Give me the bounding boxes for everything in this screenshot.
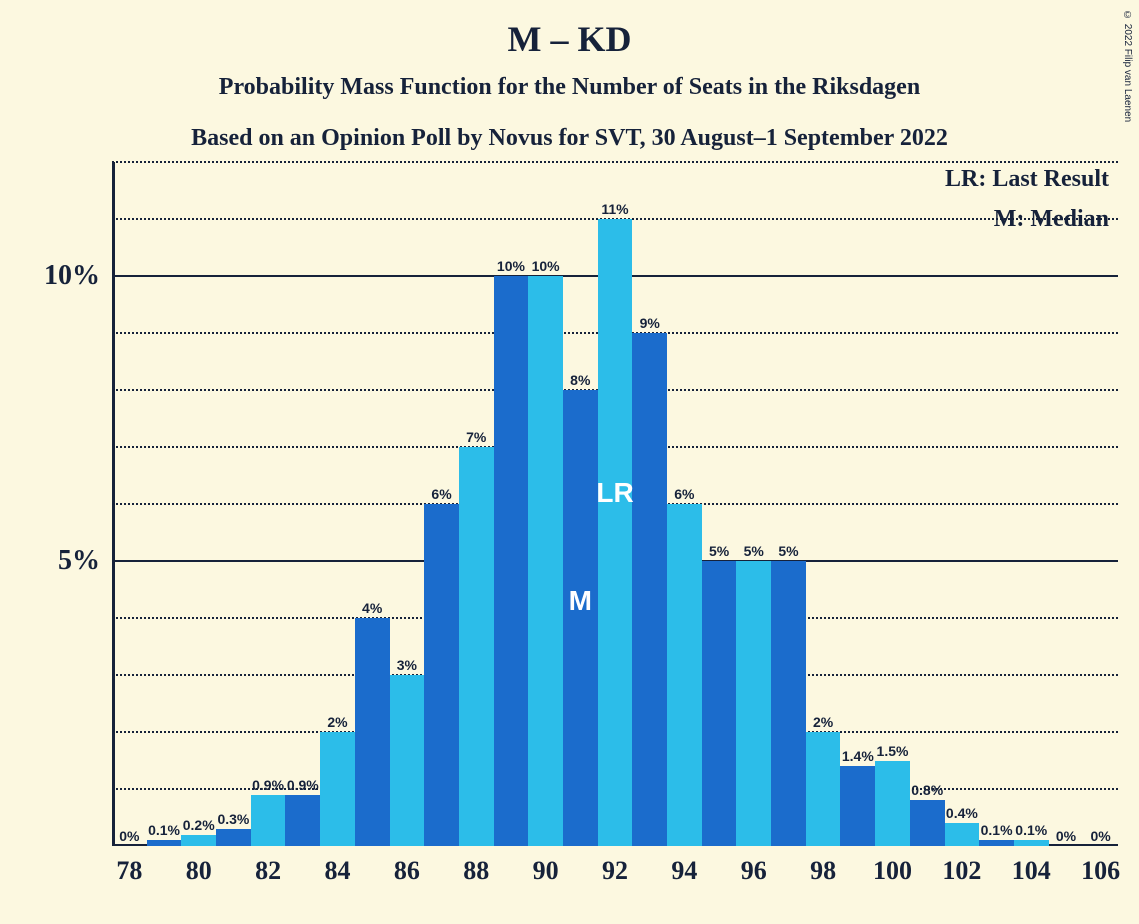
bar: 8% (563, 390, 598, 846)
x-tick-label: 82 (255, 856, 281, 886)
bar-value-label: 0% (1056, 828, 1076, 844)
bar: 3% (390, 675, 425, 846)
x-tick-label: 96 (741, 856, 767, 886)
bar-value-label: 1.5% (877, 743, 909, 759)
bar-value-label: 0.1% (981, 822, 1013, 838)
bar-value-label: 6% (674, 486, 694, 502)
bar: 0.2% (181, 835, 216, 846)
bar: 10% (494, 276, 529, 846)
x-tick-label: 104 (1012, 856, 1051, 886)
bar: 11% (598, 219, 633, 846)
bar: 0.3% (216, 829, 251, 846)
bar-value-label: 0.2% (183, 817, 215, 833)
y-tick-label: 10% (44, 260, 100, 292)
legend-line-1: M: Median (994, 206, 1109, 233)
bar: 7% (459, 447, 494, 846)
bar-value-label: 7% (466, 429, 486, 445)
bar-value-label: 9% (640, 315, 660, 331)
x-tick-label: 102 (942, 856, 981, 886)
bar-value-label: 4% (362, 600, 382, 616)
bar-value-label: 0.4% (946, 805, 978, 821)
x-tick-label: 78 (116, 856, 142, 886)
bar: 6% (424, 504, 459, 846)
bar: 0.1% (147, 840, 182, 846)
x-tick-label: 100 (873, 856, 912, 886)
bar: 0.4% (945, 823, 980, 846)
bar: 5% (771, 561, 806, 846)
bar: 9% (632, 333, 667, 846)
bar-value-label: 0.1% (148, 822, 180, 838)
bar: 0.9% (251, 795, 286, 846)
bar-value-label: 8% (570, 372, 590, 388)
bar: 1.4% (840, 766, 875, 846)
bar-value-label: 0.8% (911, 782, 943, 798)
bar-value-label: 0.9% (287, 777, 319, 793)
gridline-minor (112, 161, 1118, 163)
bar: 2% (320, 732, 355, 846)
chart-subtitle-2: Based on an Opinion Poll by Novus for SV… (0, 125, 1139, 152)
copyright-notice: © 2022 Filip van Laenen (1122, 10, 1133, 122)
bar: 0.8% (910, 800, 945, 846)
chart-subtitle-1: Probability Mass Function for the Number… (0, 74, 1139, 101)
bar: 0.1% (1014, 840, 1049, 846)
bar-value-label: 1.4% (842, 748, 874, 764)
bar: 0.1% (979, 840, 1014, 846)
bar-value-label: 5% (778, 543, 798, 559)
bar: 2% (806, 732, 841, 846)
bar: 1.5% (875, 761, 910, 847)
bar: 0.9% (285, 795, 320, 846)
x-tick-label: 84 (324, 856, 350, 886)
bar-value-label: 6% (431, 486, 451, 502)
bar-value-label: 2% (327, 714, 347, 730)
bar-value-label: 0.1% (1015, 822, 1047, 838)
x-tick-label: 90 (533, 856, 559, 886)
chart-title: M – KD (0, 0, 1139, 60)
x-tick-label: 94 (671, 856, 697, 886)
bar-value-label: 0.3% (217, 811, 249, 827)
x-tick-label: 80 (186, 856, 212, 886)
bar: 5% (702, 561, 737, 846)
bar-value-label: 10% (532, 258, 560, 274)
bar-value-label: 5% (709, 543, 729, 559)
x-tick-label: 106 (1081, 856, 1120, 886)
bar-value-label: 0.9% (252, 777, 284, 793)
bar-value-label: 10% (497, 258, 525, 274)
legend-line-0: LR: Last Result (945, 166, 1109, 193)
bar-value-label: 2% (813, 714, 833, 730)
bar-value-label: 0% (1091, 828, 1111, 844)
x-tick-label: 86 (394, 856, 420, 886)
x-tick-label: 98 (810, 856, 836, 886)
bar-value-label: 5% (744, 543, 764, 559)
bar-value-label: 3% (397, 657, 417, 673)
chart-annotation: M (569, 585, 592, 617)
chart-plot-area: 5%10%0%0.1%0.2%0.3%0.9%0.9%2%4%3%6%7%10%… (112, 162, 1118, 846)
y-tick-label: 5% (58, 545, 100, 577)
x-tick-label: 92 (602, 856, 628, 886)
bar: 4% (355, 618, 390, 846)
bar-value-label: 11% (601, 201, 628, 217)
bar-value-label: 0% (119, 828, 139, 844)
x-tick-label: 88 (463, 856, 489, 886)
bar: 10% (528, 276, 563, 846)
bar: 6% (667, 504, 702, 846)
bar: 5% (736, 561, 771, 846)
chart-annotation: LR (596, 477, 633, 509)
